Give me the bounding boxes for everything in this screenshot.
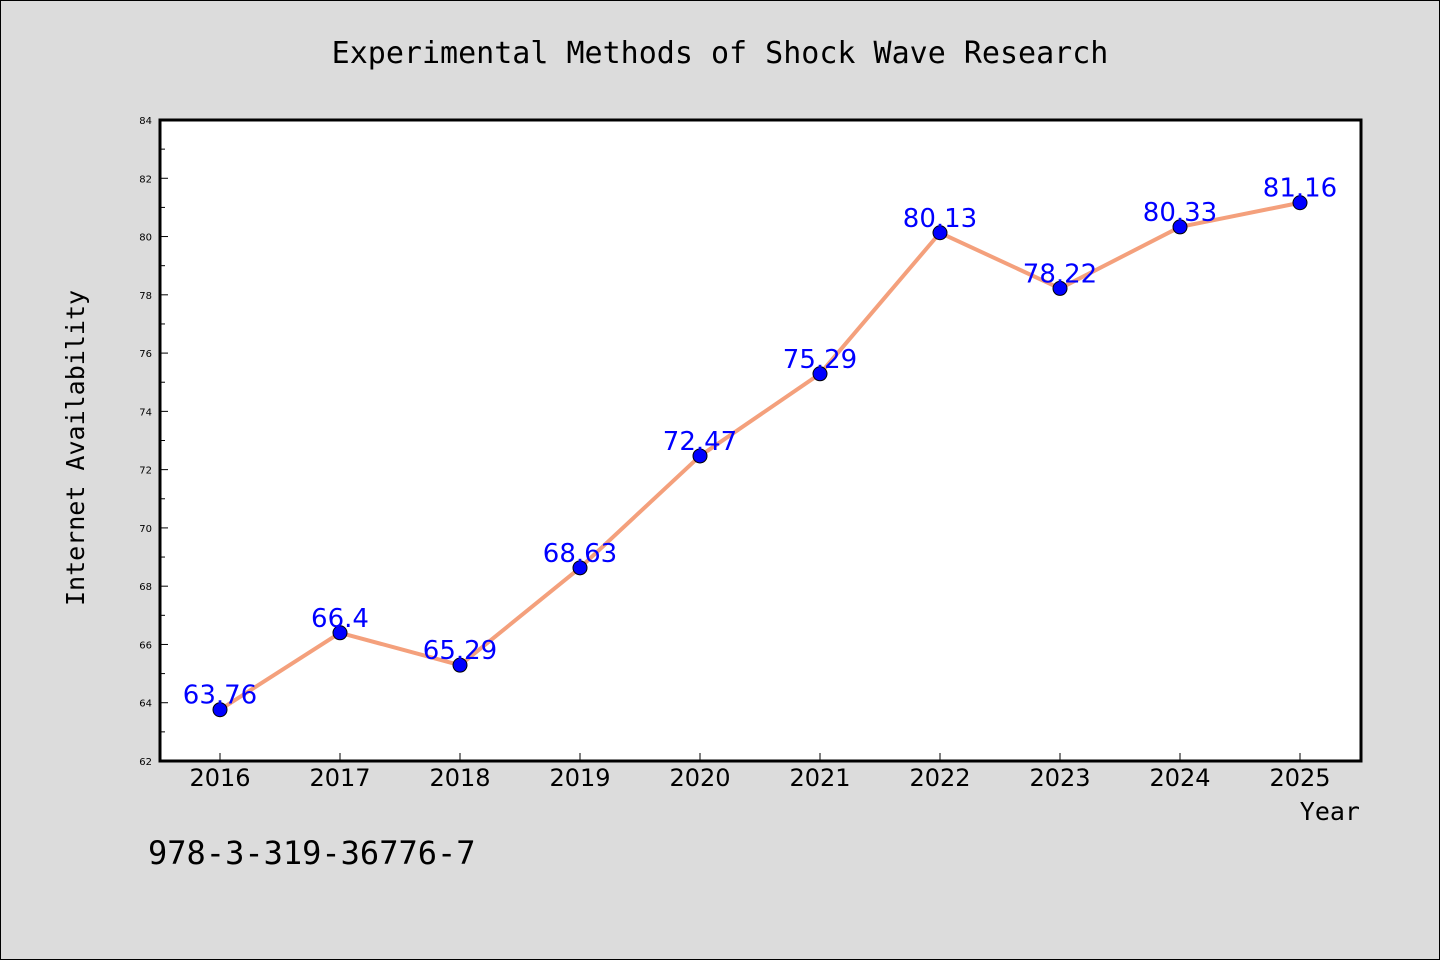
- x-tick-label: 2023: [1029, 764, 1090, 792]
- x-tick-label: 2019: [549, 764, 610, 792]
- data-point: [332, 625, 348, 641]
- data-point: [212, 702, 228, 718]
- series-line: [218, 200, 1301, 712]
- data-point: [932, 225, 948, 241]
- plot-area: [158, 118, 1363, 763]
- isbn-text: 978-3-319-36776-7: [148, 834, 476, 872]
- data-point: [692, 448, 708, 464]
- x-tick-label: 2016: [189, 764, 250, 792]
- y-tick-label: 74: [139, 407, 152, 418]
- data-label: 78.22: [1023, 259, 1097, 289]
- x-tick-label: 2017: [309, 764, 370, 792]
- data-point: [812, 366, 828, 382]
- series-markers: [212, 195, 1308, 718]
- y-tick-label: 72: [139, 466, 152, 477]
- x-tick-label: 2020: [669, 764, 730, 792]
- data-label: 63.76: [183, 681, 257, 711]
- x-axis-label: Year: [1300, 797, 1360, 826]
- data-label: 65.29: [423, 636, 497, 666]
- data-label: 72.47: [663, 427, 737, 457]
- data-point: [452, 657, 468, 673]
- x-tick-label: 2025: [1269, 764, 1330, 792]
- y-tick-label: 68: [139, 582, 152, 593]
- y-tick-label: 82: [139, 174, 152, 185]
- data-label: 68.63: [543, 539, 617, 569]
- x-axis: 2016 2017 2018 2019 2020 2021 2022 2023 2024 2025: [189, 753, 1331, 792]
- y-tick-label: 80: [139, 233, 152, 244]
- x-tick-label: 2024: [1149, 764, 1210, 792]
- y-tick-label: 78: [139, 291, 152, 302]
- y-tick-label: 62: [139, 757, 152, 768]
- y-tick-label: 70: [139, 524, 152, 535]
- data-label: 80.13: [903, 204, 977, 234]
- data-label: 75.29: [783, 345, 857, 375]
- data-label: 81.16: [1263, 174, 1337, 204]
- data-point: [1292, 195, 1308, 211]
- y-tick-label: 84: [139, 116, 152, 127]
- x-tick-label: 2022: [909, 764, 970, 792]
- data-label: 80.33: [1143, 198, 1217, 228]
- y-axis-label: Internet Availability: [61, 290, 90, 606]
- y-axis: 62 64 66 68 70 72 74 76 78 80 82 84: [139, 116, 168, 768]
- data-point: [1052, 280, 1068, 296]
- x-tick-label: 2021: [789, 764, 850, 792]
- data-labels: 63.76 66.4 65.29 68.63 72.47 75.29 80.13 78.22 8…: [183, 174, 1337, 711]
- data-label: 66.4: [311, 604, 369, 634]
- x-tick-label: 2018: [429, 764, 490, 792]
- data-point: [1172, 219, 1188, 235]
- y-tick-label: 76: [139, 349, 152, 360]
- data-point: [572, 560, 588, 576]
- y-tick-label: 64: [139, 699, 152, 710]
- chart-title: Experimental Methods of Shock Wave Resea…: [332, 36, 1109, 71]
- y-tick-label: 66: [139, 640, 152, 651]
